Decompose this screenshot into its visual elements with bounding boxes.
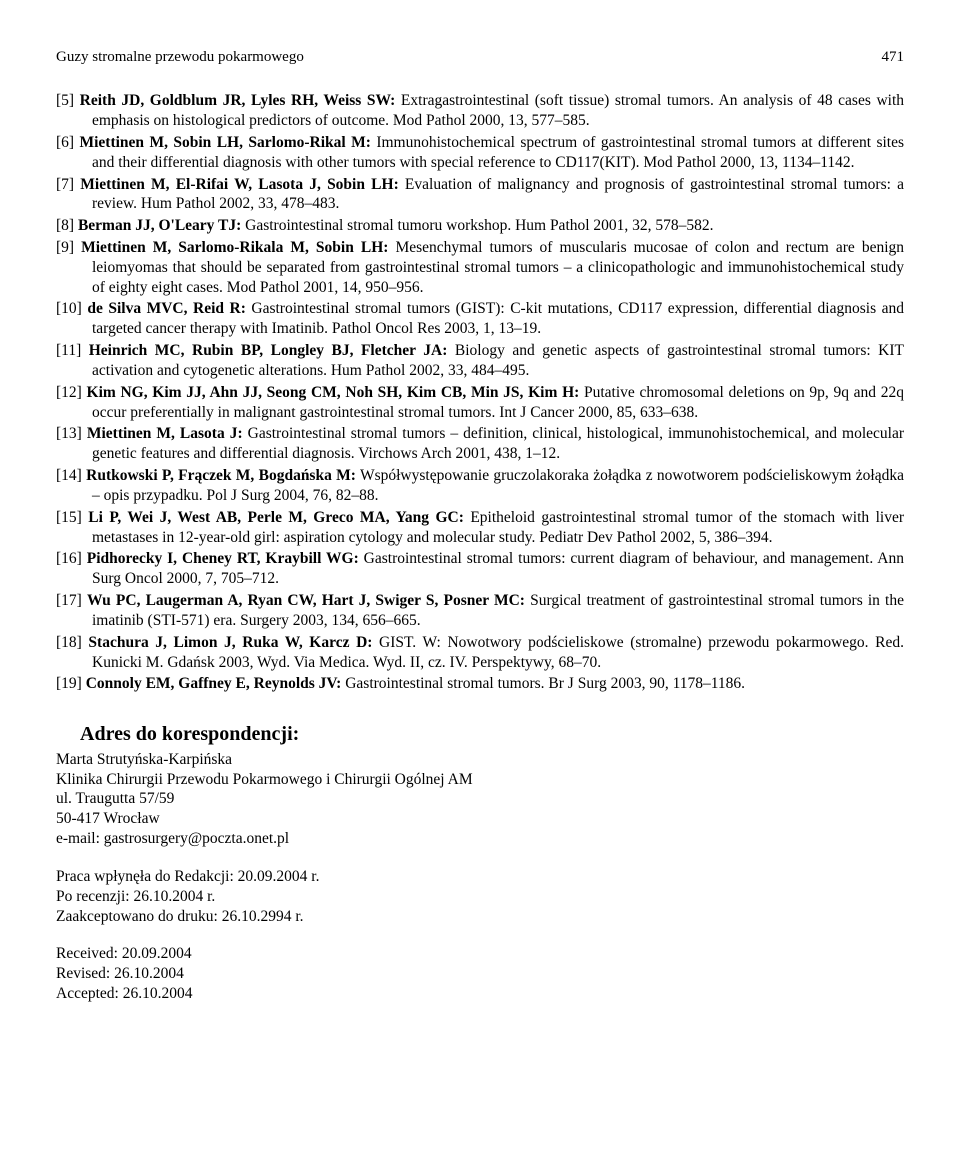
submission-line: Po recenzji: 26.10.2004 r. <box>56 887 904 907</box>
reference-text: Rutkowski P, Frączek M, Bogdańska M: Wsp… <box>86 467 904 504</box>
reference-text: Heinrich MC, Rubin BP, Longley BJ, Fletc… <box>89 342 904 379</box>
reference-list: [5] Reith JD, Goldblum JR, Lyles RH, Wei… <box>56 91 904 694</box>
reference-text: Pidhorecky I, Cheney RT, Kraybill WG: Ga… <box>87 550 904 587</box>
reference-authors: Berman JJ, O'Leary TJ: <box>78 217 241 234</box>
reference-text: Berman JJ, O'Leary TJ: Gastrointestinal … <box>78 217 714 234</box>
reference-number: [13] <box>56 425 87 442</box>
reference-authors: Stachura J, Limon J, Ruka W, Karcz D: <box>88 634 372 651</box>
reference-item: [14] Rutkowski P, Frączek M, Bogdańska M… <box>56 466 904 506</box>
dates-line: Accepted: 26.10.2004 <box>56 984 904 1004</box>
running-title: Guzy stromalne przewodu pokarmowego <box>56 49 304 65</box>
correspondence-line: ul. Traugutta 57/59 <box>56 789 904 809</box>
reference-authors: Miettinen M, Sobin LH, Sarlomo-Rikal M: <box>79 134 370 151</box>
reference-item: [19] Connoly EM, Gaffney E, Reynolds JV:… <box>56 674 904 694</box>
reference-text: Stachura J, Limon J, Ruka W, Karcz D: GI… <box>88 634 904 671</box>
reference-text: Reith JD, Goldblum JR, Lyles RH, Weiss S… <box>80 92 904 129</box>
reference-number: [11] <box>56 342 89 359</box>
reference-text: Connoly EM, Gaffney E, Reynolds JV: Gast… <box>86 675 745 692</box>
reference-number: [6] <box>56 134 79 151</box>
reference-text: Kim NG, Kim JJ, Ahn JJ, Seong CM, Noh SH… <box>87 384 904 421</box>
reference-authors: Pidhorecky I, Cheney RT, Kraybill WG: <box>87 550 359 567</box>
reference-number: [14] <box>56 467 86 484</box>
dates-block: Received: 20.09.2004Revised: 26.10.2004A… <box>56 944 904 1003</box>
reference-text: de Silva MVC, Reid R: Gastrointestinal s… <box>87 300 904 337</box>
reference-rest: Gastrointestinal stromal tumors. Br J Su… <box>341 675 745 692</box>
reference-authors: Miettinen M, El-Rifai W, Lasota J, Sobin… <box>80 176 398 193</box>
reference-item: [12] Kim NG, Kim JJ, Ahn JJ, Seong CM, N… <box>56 383 904 423</box>
reference-authors: Heinrich MC, Rubin BP, Longley BJ, Fletc… <box>89 342 448 359</box>
dates-line: Revised: 26.10.2004 <box>56 964 904 984</box>
reference-number: [9] <box>56 239 81 256</box>
reference-item: [5] Reith JD, Goldblum JR, Lyles RH, Wei… <box>56 91 904 131</box>
reference-authors: Miettinen M, Sarlomo-Rikala M, Sobin LH: <box>81 239 388 256</box>
submission-block: Praca wpłynęła do Redakcji: 20.09.2004 r… <box>56 867 904 926</box>
page-number: 471 <box>882 48 905 67</box>
reference-number: [8] <box>56 217 78 234</box>
reference-authors: Reith JD, Goldblum JR, Lyles RH, Weiss S… <box>80 92 396 109</box>
reference-number: [15] <box>56 509 88 526</box>
reference-text: Miettinen M, Sarlomo-Rikala M, Sobin LH:… <box>81 239 904 296</box>
reference-text: Miettinen M, El-Rifai W, Lasota J, Sobin… <box>80 176 904 213</box>
reference-text: Li P, Wei J, West AB, Perle M, Greco MA,… <box>88 509 904 546</box>
reference-item: [18] Stachura J, Limon J, Ruka W, Karcz … <box>56 633 904 673</box>
correspondence-line: Klinika Chirurgii Przewodu Pokarmowego i… <box>56 770 904 790</box>
submission-line: Zaakceptowano do druku: 26.10.2994 r. <box>56 907 904 927</box>
reference-text: Miettinen M, Lasota J: Gastrointestinal … <box>87 425 904 462</box>
reference-authors: Kim NG, Kim JJ, Ahn JJ, Seong CM, Noh SH… <box>87 384 580 401</box>
reference-number: [19] <box>56 675 86 692</box>
reference-item: [7] Miettinen M, El-Rifai W, Lasota J, S… <box>56 175 904 215</box>
running-header: Guzy stromalne przewodu pokarmowego 471 <box>56 48 904 67</box>
reference-number: [10] <box>56 300 87 317</box>
reference-item: [15] Li P, Wei J, West AB, Perle M, Grec… <box>56 508 904 548</box>
correspondence-line: Marta Strutyńska-Karpińska <box>56 750 904 770</box>
reference-item: [6] Miettinen M, Sobin LH, Sarlomo-Rikal… <box>56 133 904 173</box>
reference-authors: Wu PC, Laugerman A, Ryan CW, Hart J, Swi… <box>87 592 525 609</box>
reference-item: [10] de Silva MVC, Reid R: Gastrointesti… <box>56 299 904 339</box>
reference-authors: Miettinen M, Lasota J: <box>87 425 243 442</box>
reference-number: [7] <box>56 176 80 193</box>
reference-item: [16] Pidhorecky I, Cheney RT, Kraybill W… <box>56 549 904 589</box>
reference-authors: Rutkowski P, Frączek M, Bogdańska M: <box>86 467 356 484</box>
reference-authors: Li P, Wei J, West AB, Perle M, Greco MA,… <box>88 509 464 526</box>
reference-number: [18] <box>56 634 88 651</box>
reference-rest: Gastrointestinal stromal tumoru workshop… <box>241 217 713 234</box>
reference-number: [17] <box>56 592 87 609</box>
reference-text: Miettinen M, Sobin LH, Sarlomo-Rikal M: … <box>79 134 904 171</box>
reference-number: [16] <box>56 550 87 567</box>
reference-item: [13] Miettinen M, Lasota J: Gastrointest… <box>56 424 904 464</box>
reference-number: [12] <box>56 384 87 401</box>
reference-item: [17] Wu PC, Laugerman A, Ryan CW, Hart J… <box>56 591 904 631</box>
reference-number: [5] <box>56 92 80 109</box>
reference-item: [9] Miettinen M, Sarlomo-Rikala M, Sobin… <box>56 238 904 297</box>
correspondence-block: Marta Strutyńska-KarpińskaKlinika Chirur… <box>56 750 904 849</box>
submission-line: Praca wpłynęła do Redakcji: 20.09.2004 r… <box>56 867 904 887</box>
correspondence-line: 50-417 Wrocław <box>56 809 904 829</box>
correspondence-heading: Adres do korespondencji: <box>80 722 904 748</box>
reference-item: [8] Berman JJ, O'Leary TJ: Gastrointesti… <box>56 216 904 236</box>
dates-line: Received: 20.09.2004 <box>56 944 904 964</box>
reference-item: [11] Heinrich MC, Rubin BP, Longley BJ, … <box>56 341 904 381</box>
reference-text: Wu PC, Laugerman A, Ryan CW, Hart J, Swi… <box>87 592 904 629</box>
reference-authors: Connoly EM, Gaffney E, Reynolds JV: <box>86 675 342 692</box>
correspondence-line: e-mail: gastrosurgery@poczta.onet.pl <box>56 829 904 849</box>
reference-authors: de Silva MVC, Reid R: <box>87 300 246 317</box>
